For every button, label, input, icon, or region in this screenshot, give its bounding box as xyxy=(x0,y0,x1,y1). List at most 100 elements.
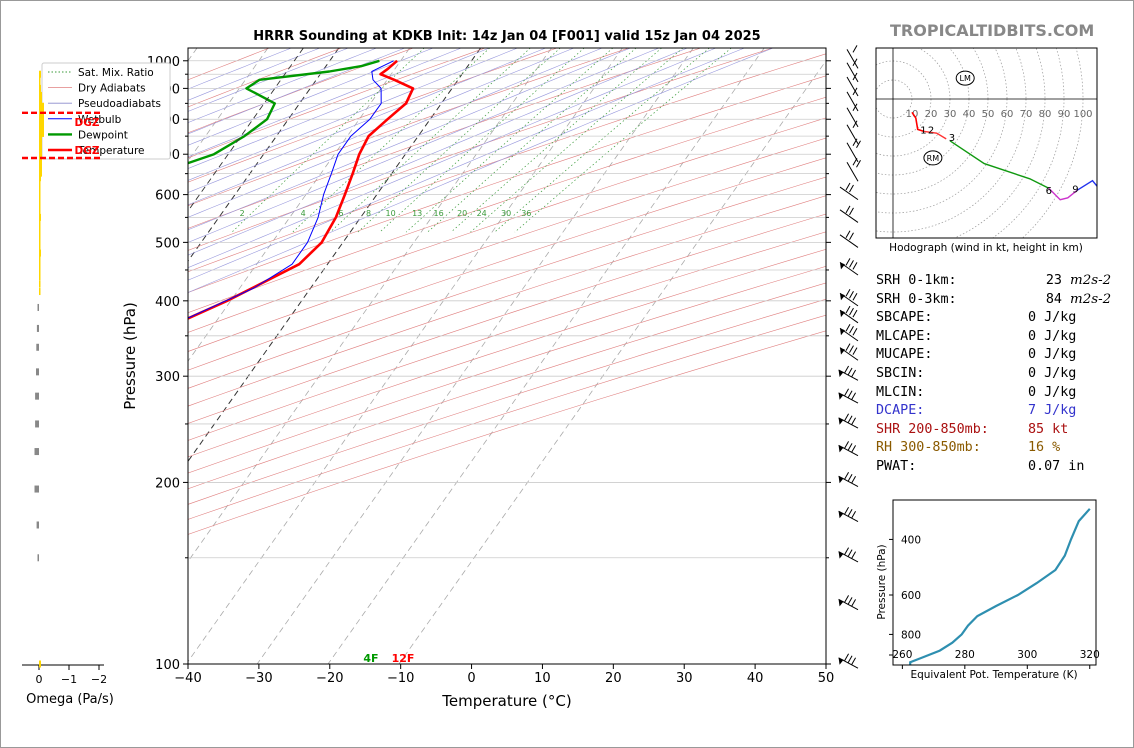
stat-value: 0 J/kg xyxy=(1028,328,1077,344)
skewt-plot-frame xyxy=(187,47,827,665)
barb-feather xyxy=(845,205,851,214)
barb-staff xyxy=(839,209,859,223)
barb-feather xyxy=(844,413,850,422)
barb-feather xyxy=(847,597,853,605)
barb-feather xyxy=(852,327,858,336)
theta-e-x-tick-label: 260 xyxy=(892,649,912,661)
dewpoint-trace xyxy=(188,59,380,165)
y-tick-label: 200 xyxy=(155,476,180,491)
hodograph-ring-label: 20 xyxy=(925,109,938,120)
hodograph-trace xyxy=(923,130,947,140)
legend-label: Dewpoint xyxy=(78,129,128,141)
isotherm-line xyxy=(188,48,269,162)
y-tick-label: 100 xyxy=(155,658,180,673)
barb-staff xyxy=(846,124,859,145)
omega-bar-upward xyxy=(39,280,41,288)
pseudoadiabat-line xyxy=(188,48,490,169)
skewt-x-label: Temperature (°C) xyxy=(441,692,571,710)
omega-bar-upward xyxy=(39,266,41,274)
mixing-ratio-line xyxy=(357,48,561,233)
stat-value: 84 xyxy=(1045,291,1062,307)
omega-bar-upward xyxy=(39,91,42,99)
omega-bar-upward xyxy=(39,117,44,125)
wind-barb xyxy=(839,305,859,324)
barb-feather xyxy=(852,45,858,53)
wind-barbs xyxy=(838,45,861,669)
dry-adiabat-line xyxy=(188,330,826,535)
barb-flag xyxy=(838,417,844,425)
barb-feather xyxy=(847,443,853,451)
barb-flag xyxy=(838,551,844,559)
omega-bar-downward xyxy=(34,485,39,493)
omega-bar-upward xyxy=(39,134,42,142)
barb-feather xyxy=(847,415,853,424)
mixing-ratio-line xyxy=(450,48,662,233)
dry-adiabat-line xyxy=(188,298,826,505)
hodograph-ring-label: 30 xyxy=(944,109,957,120)
omega-bar-upward xyxy=(39,184,41,192)
wind-barb xyxy=(839,258,859,276)
stat-label: SBCAPE: xyxy=(876,310,933,326)
barb-feather xyxy=(849,232,854,241)
barb-flag xyxy=(838,599,844,607)
omega-x-tick-label: −1 xyxy=(61,673,77,686)
omega-bar-upward xyxy=(39,102,44,110)
barb-feather xyxy=(847,549,853,557)
y-tick-label: 400 xyxy=(155,295,180,310)
stat-label: MLCIN: xyxy=(876,384,925,400)
barb-feather xyxy=(852,103,858,112)
barb-feather xyxy=(847,390,853,399)
mixing-ratio-label: 16 xyxy=(434,209,444,218)
omega-bar-upward xyxy=(39,234,41,242)
barb-feather xyxy=(851,657,857,666)
wind-barb xyxy=(838,595,859,611)
legend-label: Wetbulb xyxy=(78,114,122,126)
theta-e-y-tick-label: 600 xyxy=(901,590,921,602)
barb-flag xyxy=(838,657,844,665)
omega-bar-upward xyxy=(39,240,41,248)
barb-feather xyxy=(847,367,853,376)
stat-row: SHR 200-850mb: 85 kt xyxy=(876,421,1111,440)
barb-flag xyxy=(839,328,845,336)
x-tick-label: −10 xyxy=(387,671,414,686)
legend: Sat. Mix. Ratio Dry Adiabats Pseudoadiabat… xyxy=(41,62,171,160)
hodograph-panel: 10 20 30 40 50 60 70 80 90 100 1 2 3 6 9 LM RM xyxy=(876,48,1097,238)
barb-feather xyxy=(851,475,857,484)
barb-feather xyxy=(845,230,851,239)
y-tick-label: 300 xyxy=(155,370,180,385)
barb-flag xyxy=(838,511,844,519)
isotherm-line xyxy=(188,48,340,262)
stat-value: 0 J/kg xyxy=(1028,384,1077,400)
stat-label: MUCAPE: xyxy=(876,347,933,363)
omega-bar-upward xyxy=(39,164,42,172)
wind-barb xyxy=(838,441,859,457)
mixing-ratio-label: 30 xyxy=(501,209,511,218)
omega-bar-upward xyxy=(39,174,41,182)
barb-flag xyxy=(839,310,845,318)
wind-barb xyxy=(839,205,859,223)
pseudoadiabat-line xyxy=(188,48,745,281)
dry-adiabat-line xyxy=(188,213,826,424)
barb-feather xyxy=(847,473,853,482)
barb-feather xyxy=(851,369,857,378)
hodograph-trace xyxy=(911,111,924,133)
pseudoadiabat-line xyxy=(188,48,688,256)
omega-bar-upward xyxy=(39,253,41,261)
pseudoadiabat-line xyxy=(188,48,717,269)
omega-bar-upward xyxy=(39,71,41,79)
omega-bar-upward xyxy=(39,216,41,224)
stat-row: SRH 0-1km: 23 m2s-2 xyxy=(876,272,1111,291)
dry-adiabat-line xyxy=(188,157,826,371)
omega-bar-upward xyxy=(39,99,42,107)
brand-logo-text: TROPICALTIDBITS.COM xyxy=(890,21,1095,40)
wind-barb xyxy=(846,138,861,163)
omega-bar-upward xyxy=(39,138,42,146)
barb-feather xyxy=(844,595,850,603)
pseudoadiabat-line xyxy=(188,48,774,293)
stat-row: MLCAPE: 0 J/kg xyxy=(876,328,1111,347)
theta-e-y-tick-label: 400 xyxy=(901,534,921,546)
dry-adiabat-line xyxy=(188,195,826,407)
stat-row: MLCIN: 0 J/kg xyxy=(876,384,1111,403)
stat-row: SRH 0-3km: 84 m2s-2 xyxy=(876,291,1111,310)
